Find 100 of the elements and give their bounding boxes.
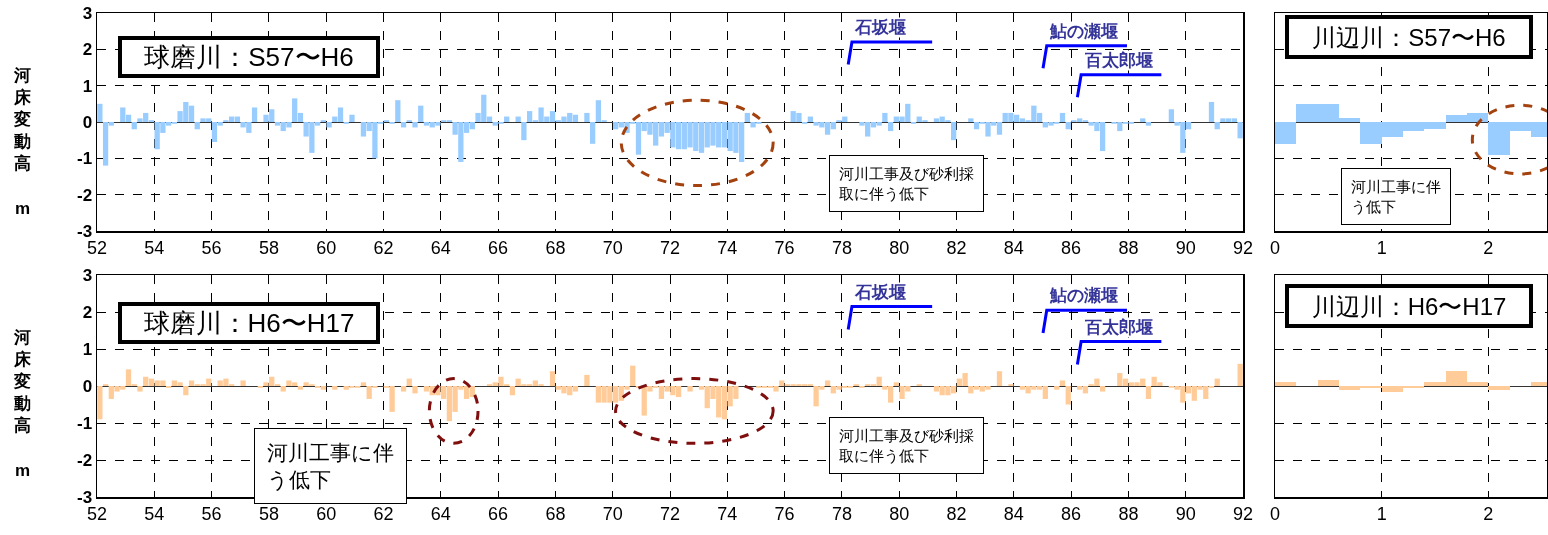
x-tick-label: 52 <box>86 238 108 259</box>
bar <box>1145 386 1152 399</box>
x-tick-label: 54 <box>144 504 165 525</box>
x-tick-label: 78 <box>831 238 852 259</box>
bar <box>509 386 516 396</box>
bar <box>326 122 332 128</box>
x-tick-label: 76 <box>774 238 795 259</box>
x-tick-label: 88 <box>1118 504 1139 525</box>
bar <box>395 100 401 122</box>
x-tick-label: 76 <box>774 504 795 525</box>
text: 球磨川：S57〜H6 <box>144 42 354 72</box>
bar <box>1145 122 1152 126</box>
bar <box>744 112 750 122</box>
x-tick-label: 0 <box>1269 504 1281 525</box>
bar <box>1140 118 1146 122</box>
text: 川辺川：H6〜H17 <box>1311 292 1507 320</box>
x-tick-label: 70 <box>602 504 623 525</box>
bar <box>1214 378 1220 386</box>
x-tick-label: 82 <box>946 238 967 259</box>
x-tick-label: 84 <box>1003 504 1024 525</box>
bar <box>1275 382 1297 386</box>
bar <box>968 118 974 122</box>
x-tick-label: 90 <box>1175 238 1196 259</box>
y-tick-label: 0 <box>82 376 93 396</box>
y-tick-label: -1 <box>76 413 93 433</box>
bar <box>183 386 189 396</box>
x-tick-label: 92 <box>1232 238 1254 259</box>
annotation: 百太郎堰 <box>1084 51 1153 70</box>
x-tick-label: 0 <box>1269 238 1281 259</box>
x-tick-label: 56 <box>201 238 222 259</box>
bar <box>1065 386 1071 405</box>
annotation: 鮎の瀬堰 <box>1049 286 1118 305</box>
bar <box>687 386 693 392</box>
annotation: 石坂堰 <box>854 18 906 37</box>
y-tick-label: -3 <box>76 487 93 507</box>
bar <box>1488 386 1510 390</box>
x-tick-label: 66 <box>488 504 509 525</box>
x-tick-label: 1 <box>1376 504 1387 525</box>
y-tick-label: 1 <box>82 76 93 96</box>
bar <box>893 382 899 386</box>
bar <box>349 114 355 122</box>
bar <box>97 103 103 122</box>
y-tick-label: 0 <box>82 112 93 132</box>
x-tick-label: 68 <box>545 504 566 525</box>
x-tick-label: 80 <box>889 504 910 525</box>
annotation: 河川工事及び砂利採取に伴う低下 <box>839 427 974 464</box>
x-tick-label: 2 <box>1483 238 1494 259</box>
bar <box>97 386 103 420</box>
bar <box>887 122 894 132</box>
x-tick-label: 90 <box>1175 504 1196 525</box>
bar <box>1237 363 1243 386</box>
x-tick-label: 60 <box>316 504 337 525</box>
bar <box>406 378 412 386</box>
x-tick-label: 64 <box>430 504 451 525</box>
x-tick-label: 74 <box>717 238 738 259</box>
bar <box>1054 386 1060 390</box>
bar <box>1059 112 1066 122</box>
y-tick-label: 2 <box>82 302 93 322</box>
bar <box>996 371 1003 386</box>
bar <box>521 122 527 141</box>
text: 球磨川：H6〜H17 <box>143 308 355 338</box>
bar <box>137 386 143 392</box>
x-tick-label: 64 <box>430 238 451 259</box>
y-tick-label: 1 <box>82 339 93 359</box>
text: 川辺川：S57〜H6 <box>1312 23 1506 51</box>
y-tick-label: -2 <box>76 450 93 470</box>
x-tick-label: 66 <box>488 238 509 259</box>
bar <box>194 122 200 130</box>
x-tick-label: 88 <box>1118 238 1139 259</box>
x-tick-label: 68 <box>545 238 566 259</box>
x-tick-label: 70 <box>602 238 623 259</box>
annotation: 河川工事に伴う低下 <box>1351 178 1441 215</box>
bar <box>297 386 304 390</box>
bar <box>1317 380 1339 386</box>
bar <box>1059 380 1066 386</box>
bar <box>412 386 418 394</box>
x-tick-label: 86 <box>1061 238 1082 259</box>
x-tick-label: 62 <box>373 238 394 259</box>
x-tick-label: 2 <box>1483 504 1494 525</box>
annotation: 石坂堰 <box>854 283 906 302</box>
bar <box>280 386 286 392</box>
x-tick-label: 80 <box>889 238 910 259</box>
x-tick-label: 78 <box>831 504 852 525</box>
x-tick-label: 86 <box>1061 504 1082 525</box>
bar <box>131 122 137 130</box>
x-tick-label: 84 <box>1003 238 1024 259</box>
annotation: 百太郎堰 <box>1084 318 1153 337</box>
y-tick-label: 3 <box>82 265 93 285</box>
y-tick-label: -1 <box>76 149 93 169</box>
x-tick-label: 56 <box>201 504 222 525</box>
x-tick-label: 58 <box>258 238 279 259</box>
x-tick-label: 92 <box>1232 504 1254 525</box>
bar <box>824 380 831 386</box>
bar <box>1065 122 1071 130</box>
bar <box>590 122 596 144</box>
bar <box>584 112 590 122</box>
bar <box>549 371 556 386</box>
bar <box>1099 386 1106 392</box>
bar <box>882 112 888 122</box>
bar <box>951 122 957 141</box>
